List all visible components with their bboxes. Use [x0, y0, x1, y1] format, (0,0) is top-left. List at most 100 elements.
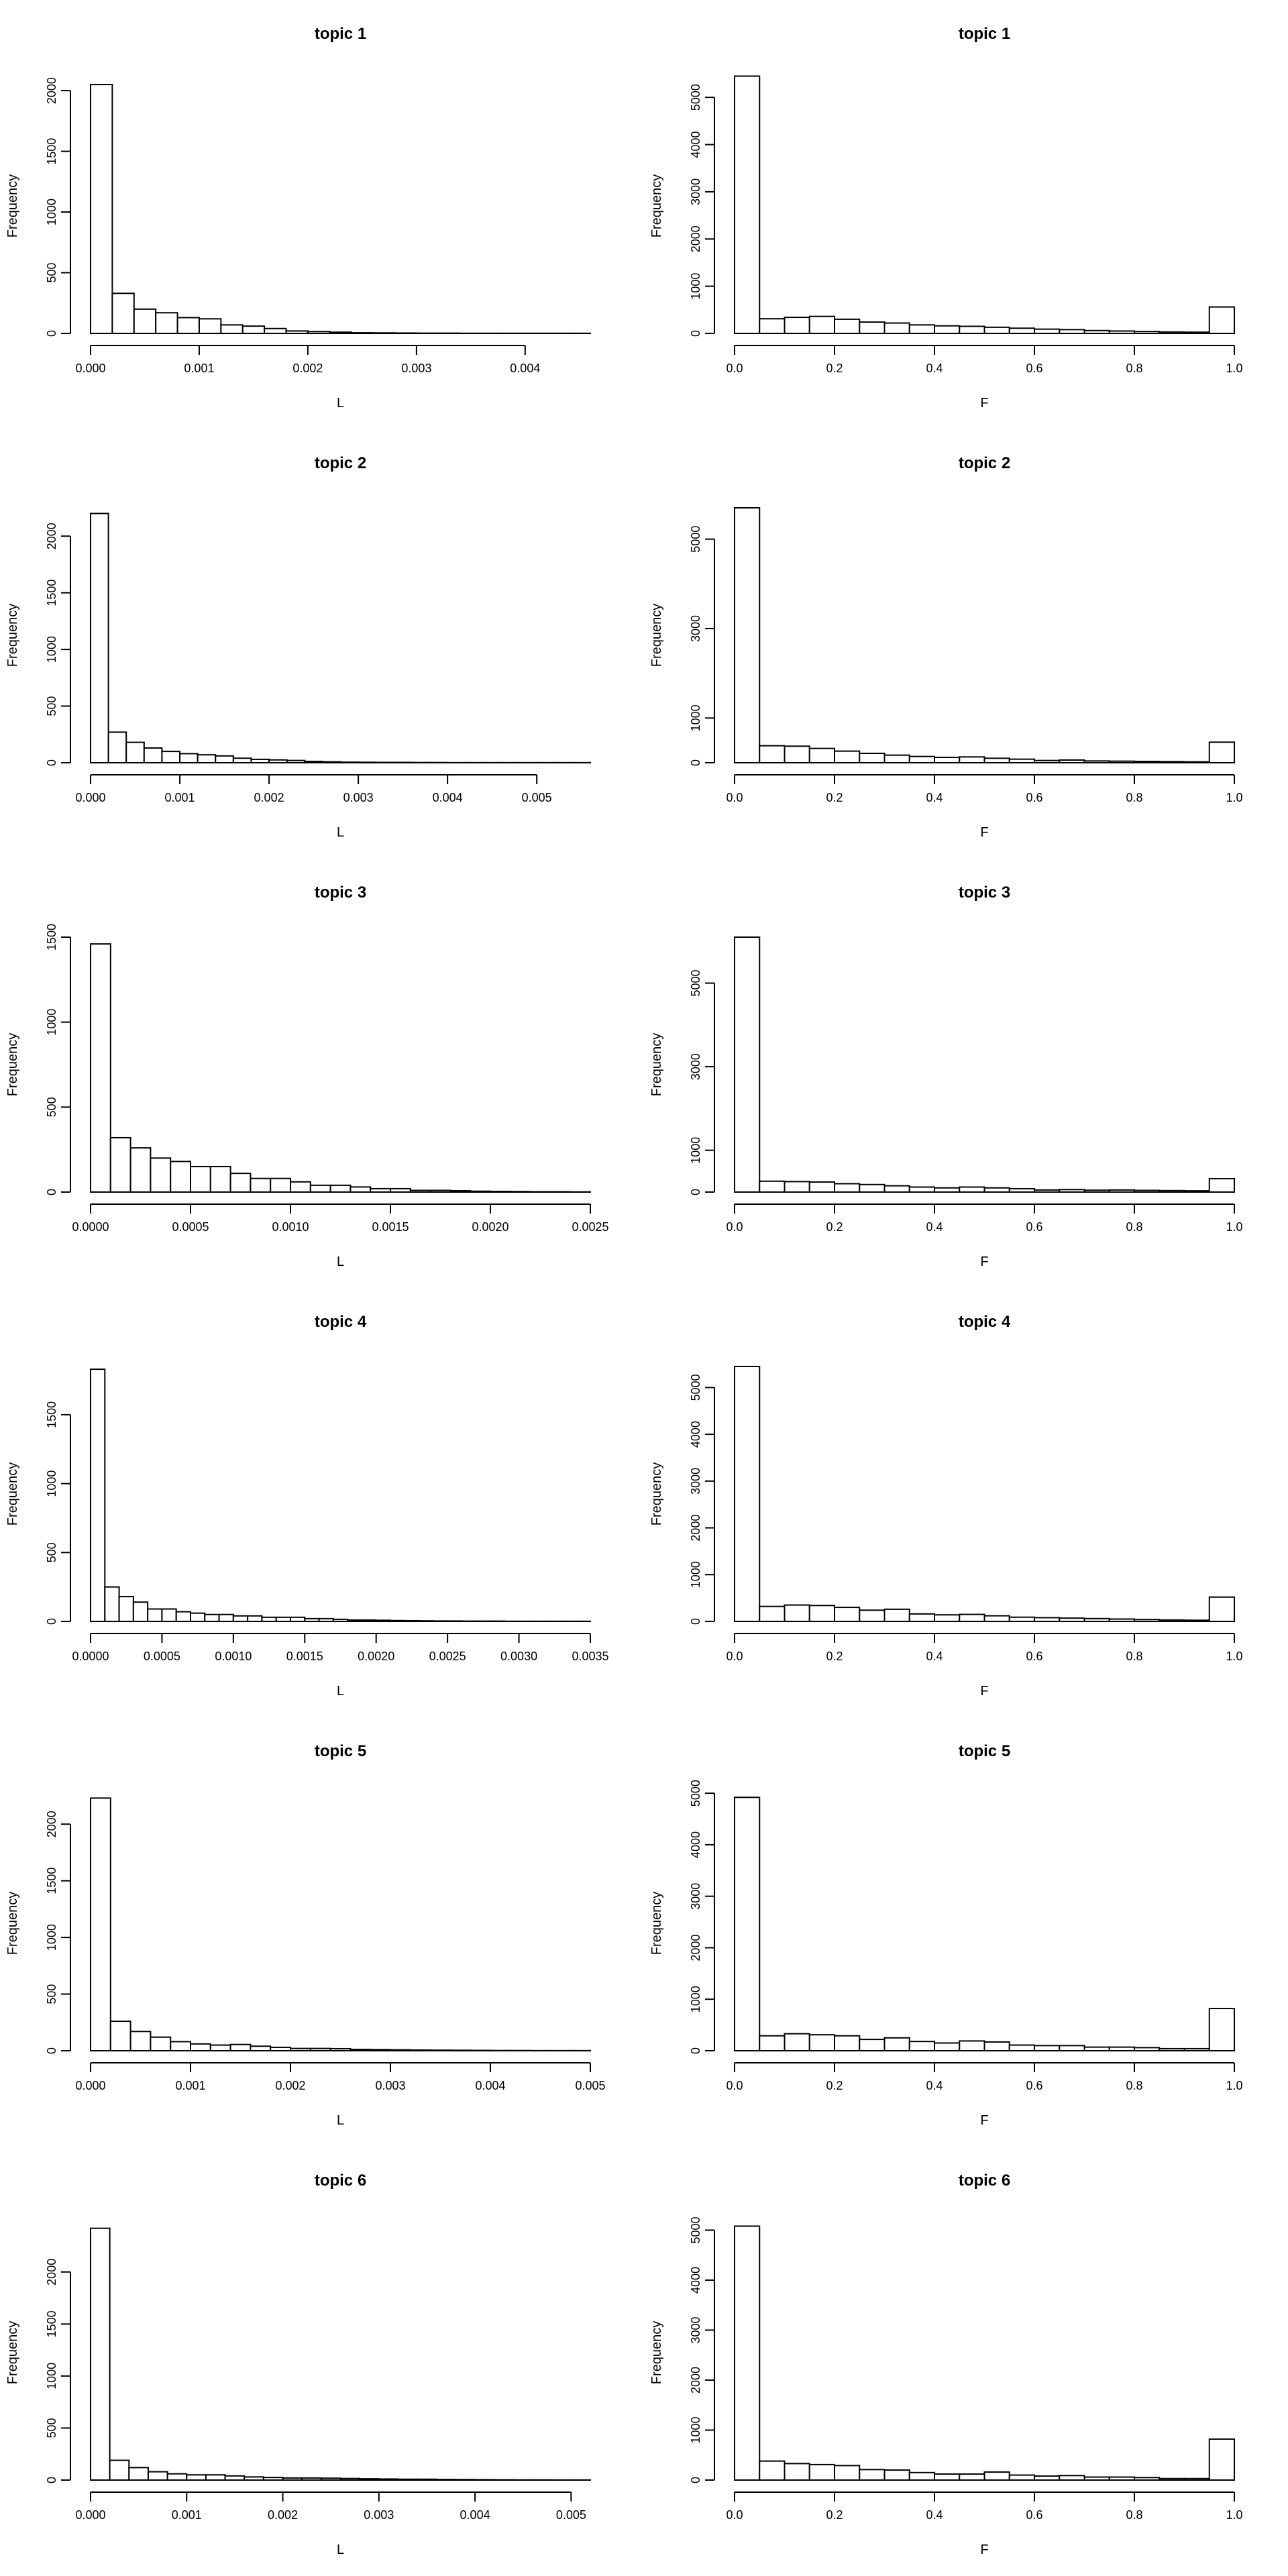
histogram-bar: [1108, 2046, 1135, 2051]
x-tick-label: 0.0010: [272, 1220, 309, 1234]
x-tick-label: 1.0: [1226, 791, 1242, 804]
histogram-bar: [959, 325, 985, 335]
y-tick-label: 2000: [689, 2367, 702, 2394]
y-tick-label: 1000: [689, 1986, 702, 2012]
x-tick-label: 0.005: [575, 2079, 605, 2092]
histogram-bar: [1183, 2477, 1210, 2481]
histogram-bar: [1008, 2474, 1035, 2481]
histogram-bar: [859, 753, 885, 763]
x-tick-label: 0.0: [726, 791, 743, 804]
histogram-bar: [128, 2467, 149, 2481]
histogram-bar: [250, 2045, 272, 2051]
histogram-bar: [205, 2474, 226, 2481]
histogram-bar: [90, 84, 113, 335]
y-tick-label: 5000: [689, 2216, 702, 2243]
histogram-bar: [329, 2047, 352, 2051]
histogram-bar: [908, 1613, 935, 1622]
histogram-bar: [190, 2043, 211, 2052]
y-tick-label: 3000: [689, 1883, 702, 1910]
histogram-bar: [350, 2048, 372, 2052]
histogram-bar: [784, 2463, 810, 2481]
x-tick-label: 0.002: [292, 362, 323, 375]
x-tick-label: 0.6: [1026, 2079, 1042, 2092]
y-axis-label: Frequency: [5, 604, 20, 667]
histogram-bar: [393, 761, 413, 763]
histogram-bar: [198, 318, 222, 334]
y-tick-label: 5000: [689, 1374, 702, 1401]
histogram-bar: [268, 759, 288, 764]
x-tick-label: 0.8: [1126, 2508, 1142, 2522]
histogram-bar: [1034, 2045, 1061, 2052]
histogram-bar: [1034, 1617, 1061, 1623]
histogram-bar: [332, 1618, 349, 1623]
x-tick-label: 0.002: [254, 791, 284, 804]
x-axis-label: L: [337, 2542, 344, 2557]
y-tick-label: 500: [45, 1097, 58, 1117]
histogram-bar: [883, 1608, 910, 1623]
x-tick-label: 0.2: [826, 1220, 843, 1234]
x-tick-label: 0.004: [510, 362, 540, 375]
x-tick-label: 0.0020: [358, 1650, 394, 1663]
y-tick-label: 1500: [45, 138, 58, 165]
histogram-bar: [190, 1612, 206, 1623]
y-tick-label: 0: [689, 1189, 702, 1195]
y-axis-label: Frequency: [649, 1462, 664, 1526]
x-axis-label: L: [337, 1684, 344, 1699]
y-tick-label: 500: [45, 2418, 58, 2438]
y-tick-label: 1500: [45, 2310, 58, 2337]
x-tick-label: 0.2: [826, 1650, 843, 1663]
x-tick-label: 0.4: [926, 791, 943, 804]
histogram-bar: [908, 1186, 935, 1193]
histogram-bar: [959, 1186, 985, 1193]
histogram-bar: [1108, 760, 1135, 763]
histogram-bar: [470, 2049, 492, 2052]
histogram-bar: [934, 2473, 961, 2481]
histogram-bar: [1159, 1619, 1185, 1622]
y-axis-label: Frequency: [649, 1033, 664, 1097]
histogram-bar: [143, 747, 163, 763]
histogram-bar: [759, 1605, 786, 1622]
y-tick-label: 2000: [45, 2259, 58, 2286]
histogram-bar: [170, 2041, 191, 2051]
histogram-bar: [321, 761, 341, 764]
histogram-bar: [734, 1796, 761, 2051]
histogram-bar: [1034, 328, 1061, 334]
histogram-bar: [1083, 1189, 1110, 1193]
histogram-bar: [1034, 759, 1061, 763]
histogram-bar: [150, 1157, 172, 1193]
histogram-bar: [908, 755, 935, 763]
x-tick-label: 0.0: [726, 2508, 743, 2522]
histogram-bar: [1208, 306, 1235, 334]
y-tick-label: 1000: [689, 704, 702, 731]
histogram-bar: [1108, 1618, 1135, 1622]
histogram-bar: [429, 2049, 451, 2051]
histogram-bar: [474, 2479, 495, 2481]
chart-title: topic 2: [959, 454, 1010, 472]
histogram-panel: topic 4 0.0000 0.0005 0.0010 0.0015 0.0020 0.0…: [5, 1313, 609, 1699]
y-tick-label: 1000: [45, 1470, 58, 1497]
y-tick-label: 500: [45, 1984, 58, 2004]
x-tick-label: 0.2: [826, 362, 843, 375]
histogram-bar: [1008, 758, 1035, 763]
x-tick-label: 1.0: [1226, 2508, 1242, 2522]
x-tick-label: 0.0: [726, 1650, 743, 1663]
histogram-bar: [883, 1185, 910, 1193]
histogram-bar: [90, 2227, 111, 2481]
histogram-bar: [1183, 2047, 1210, 2051]
histogram-panel: topic 5 0.000 0.001 0.002 0.003 0.004 0.005 L 0 5…: [5, 1742, 606, 2128]
histogram-bar: [1159, 331, 1185, 334]
y-tick-label: 3000: [689, 1468, 702, 1495]
histogram-bar: [959, 2473, 985, 2481]
chart-title: topic 3: [959, 883, 1010, 902]
histogram-bar: [1208, 741, 1235, 764]
histogram-bar: [1059, 1189, 1085, 1193]
x-tick-label: 0.0000: [72, 1650, 109, 1663]
histogram-bar: [1083, 2476, 1110, 2481]
x-tick-label: 0.6: [1026, 2508, 1042, 2522]
chart-title: topic 4: [315, 1313, 367, 1331]
histogram-bar: [370, 2049, 392, 2051]
x-tick-label: 0.000: [75, 2508, 105, 2522]
histogram-bar: [129, 1147, 152, 1193]
y-tick-label: 3000: [689, 615, 702, 642]
histogram-bar: [1034, 1189, 1061, 1193]
